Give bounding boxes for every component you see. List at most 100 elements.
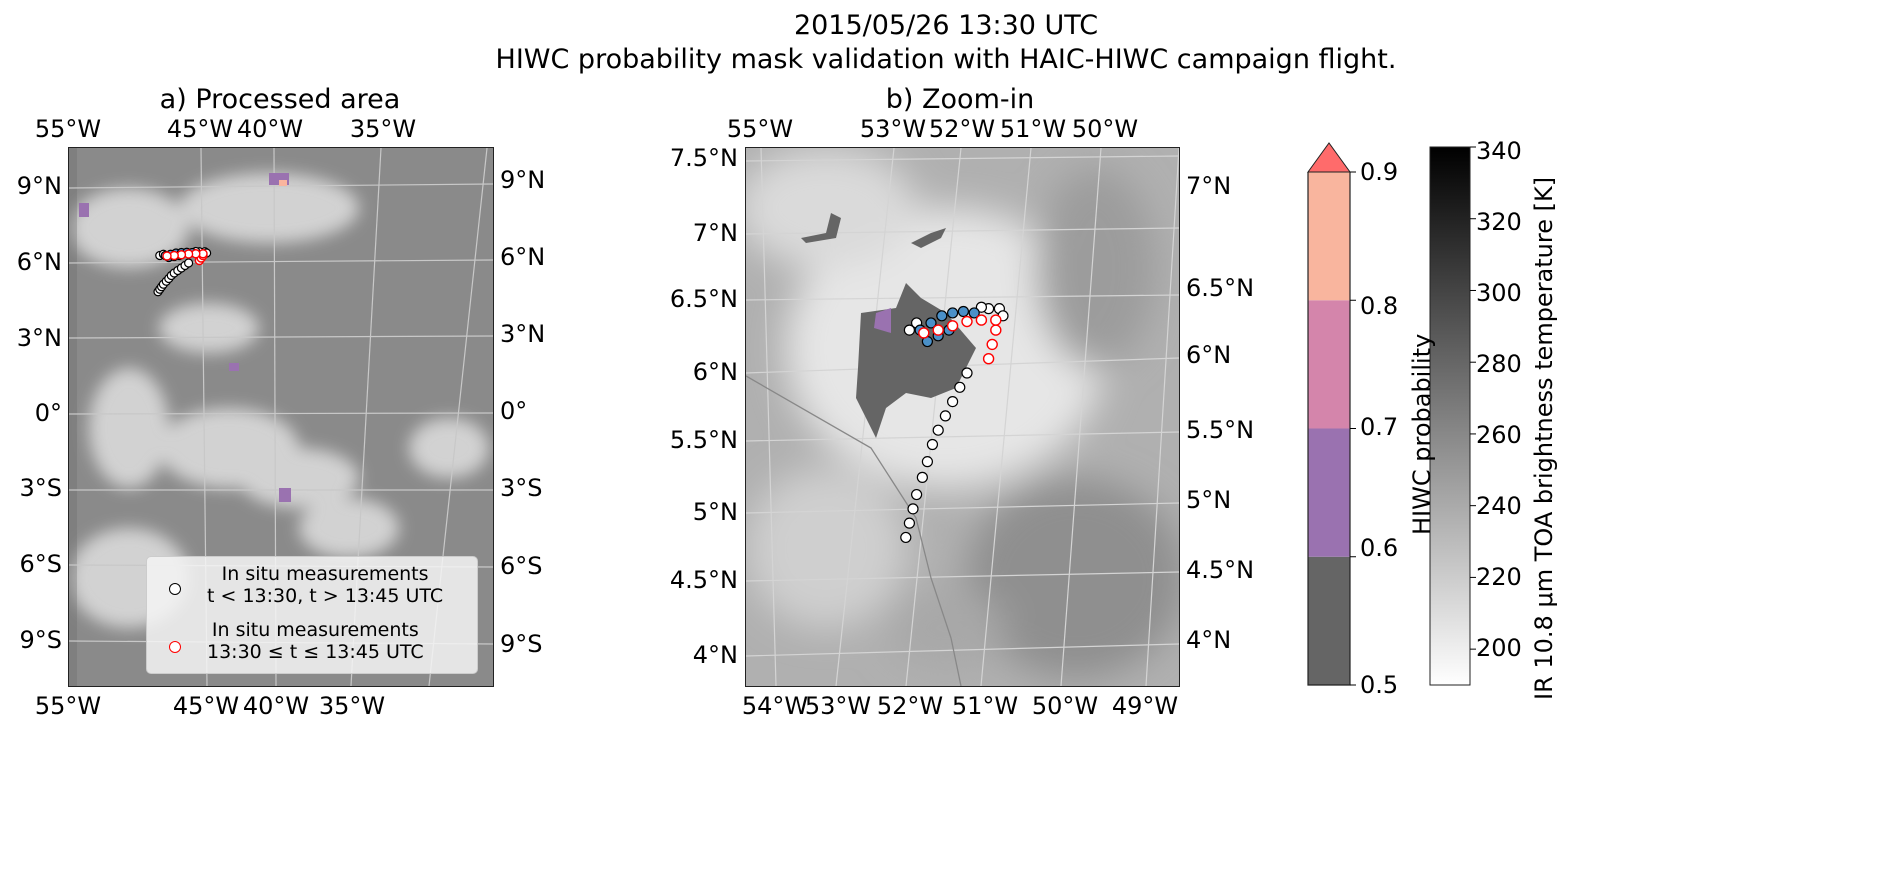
- tick-label: 0.6: [1360, 534, 1399, 562]
- lon-label: 55°W: [726, 115, 794, 143]
- lon-label: 51°W: [999, 115, 1067, 143]
- lat-label: 7°N: [692, 219, 738, 247]
- lon-label: 54°W: [741, 692, 809, 720]
- tick-label: 0.7: [1360, 413, 1399, 441]
- lon-label: 51°W: [951, 692, 1019, 720]
- tick-label: 300: [1476, 279, 1522, 307]
- figure-title-line1: 2015/05/26 13:30 UTC: [793, 10, 1099, 41]
- panel-b-map: [745, 147, 1180, 687]
- legend-marker-red: [169, 641, 181, 653]
- track-point-window: [961, 315, 973, 328]
- legend-entry-1: In situ measurements t < 13:30, t > 13:45…: [207, 563, 443, 607]
- track-point: [900, 531, 912, 544]
- panel-a-map: [68, 147, 494, 687]
- tick-label: 320: [1476, 208, 1522, 236]
- lat-label: 3°S: [500, 474, 543, 502]
- track-point-hiwc: [936, 310, 948, 322]
- lon-label: 40°W: [242, 692, 310, 720]
- track-point: [907, 503, 919, 515]
- lon-label: 40°W: [236, 115, 304, 143]
- lat-label: 6.5°N: [1186, 274, 1255, 302]
- track-point-window: [918, 327, 930, 339]
- legend: In situ measurements t < 13:30, t > 13:45…: [146, 556, 478, 674]
- track-point: [916, 471, 928, 483]
- panel-a-flight-track: [153, 246, 212, 297]
- hiwc-colorbar-bin: [1308, 428, 1350, 557]
- figure-title-line2: HIWC probability mask validation with HA…: [495, 44, 1397, 75]
- track-point: [911, 488, 923, 501]
- tick-label: 240: [1476, 492, 1522, 520]
- tick-label: 0.5: [1360, 671, 1399, 699]
- tick-label: 260: [1476, 421, 1522, 449]
- track-point-window: [990, 314, 1002, 326]
- lat-label: 3°N: [16, 324, 62, 352]
- track-point-window: [982, 352, 995, 365]
- hiwc-colorbar-bin: [1308, 172, 1350, 301]
- legend-text: In situ measurements: [221, 563, 429, 585]
- track-point: [903, 517, 915, 529]
- lat-label: 3°S: [19, 474, 62, 502]
- lat-label: 0°: [500, 397, 528, 425]
- legend-text: In situ measurements: [211, 619, 419, 641]
- tick-label: 0.9: [1360, 158, 1399, 186]
- track-point: [975, 301, 987, 313]
- lat-label: 6°S: [500, 552, 543, 580]
- legend-text: 13:30 ≤ t ≤ 13:45 UTC: [207, 641, 424, 663]
- lat-label: 4.5°N: [1186, 556, 1255, 584]
- legend-text: t < 13:30, t > 13:45 UTC: [207, 585, 444, 607]
- track-point-window: [975, 314, 988, 326]
- lon-label: 45°W: [166, 115, 234, 143]
- lat-label: 0°: [34, 399, 62, 427]
- tick-label: 0.8: [1360, 292, 1399, 320]
- track-point: [921, 456, 933, 468]
- lat-label: 6°S: [19, 550, 62, 578]
- panel-b-title: b) Zoom-in: [885, 84, 1035, 115]
- track-point-window: [986, 338, 998, 351]
- hiwc-colorbar-label: HIWC probability: [1408, 333, 1436, 535]
- lat-label: 9°N: [16, 172, 62, 200]
- lat-label: 9°N: [500, 166, 546, 194]
- legend-marker-black: [169, 583, 181, 595]
- track-point: [926, 438, 939, 451]
- lon-label: 49°W: [1111, 692, 1179, 720]
- track-point: [903, 324, 915, 336]
- lon-label: 55°W: [34, 115, 102, 143]
- lon-label: 35°W: [349, 115, 417, 143]
- track-point-window: [162, 251, 172, 261]
- legend-entry-2: In situ measurements 13:30 ≤ t ≤ 13:45 UT…: [207, 619, 424, 663]
- track-point: [947, 396, 959, 408]
- track-point-hiwc: [925, 317, 937, 329]
- lat-label: 4°N: [692, 641, 738, 669]
- hiwc-colorbar-extend-triangle: [1307, 142, 1351, 173]
- lat-label: 9°S: [19, 626, 62, 654]
- track-point: [939, 410, 951, 422]
- lat-label: 6°N: [692, 358, 738, 386]
- lat-label: 6°N: [16, 248, 62, 276]
- hiwc-colorbar-bin: [1308, 556, 1350, 685]
- lat-label: 5°N: [1186, 486, 1232, 514]
- track-point: [932, 424, 944, 436]
- tick-label: 220: [1476, 563, 1522, 591]
- track-point-window: [946, 320, 959, 332]
- tick-label: 340: [1476, 137, 1522, 165]
- lon-label: 53°W: [859, 115, 927, 143]
- lat-label: 4.5°N: [669, 566, 738, 594]
- lat-label: 6.5°N: [669, 285, 738, 313]
- panel-a-title: a) Processed area: [159, 84, 401, 115]
- lon-label: 52°W: [928, 115, 996, 143]
- panel-a-imagery: [69, 148, 493, 686]
- lat-label: 4°N: [1186, 626, 1232, 654]
- lon-label: 55°W: [34, 692, 102, 720]
- lon-label: 35°W: [318, 692, 386, 720]
- track-point-window: [932, 324, 944, 336]
- lon-label: 53°W: [804, 692, 872, 720]
- lat-label: 6°N: [500, 243, 546, 271]
- panel-b-imagery: [746, 148, 1179, 686]
- tick-label: 200: [1476, 634, 1522, 662]
- lat-label: 5.5°N: [1186, 416, 1255, 444]
- hiwc-colorbar-bin: [1308, 300, 1350, 429]
- temp-colorbar-label: IR 10.8 μm TOA brightness temperature [K…: [1530, 176, 1558, 700]
- lat-label: 5.5°N: [669, 426, 738, 454]
- lon-label: 50°W: [1031, 692, 1099, 720]
- track-point-hiwc: [968, 307, 980, 319]
